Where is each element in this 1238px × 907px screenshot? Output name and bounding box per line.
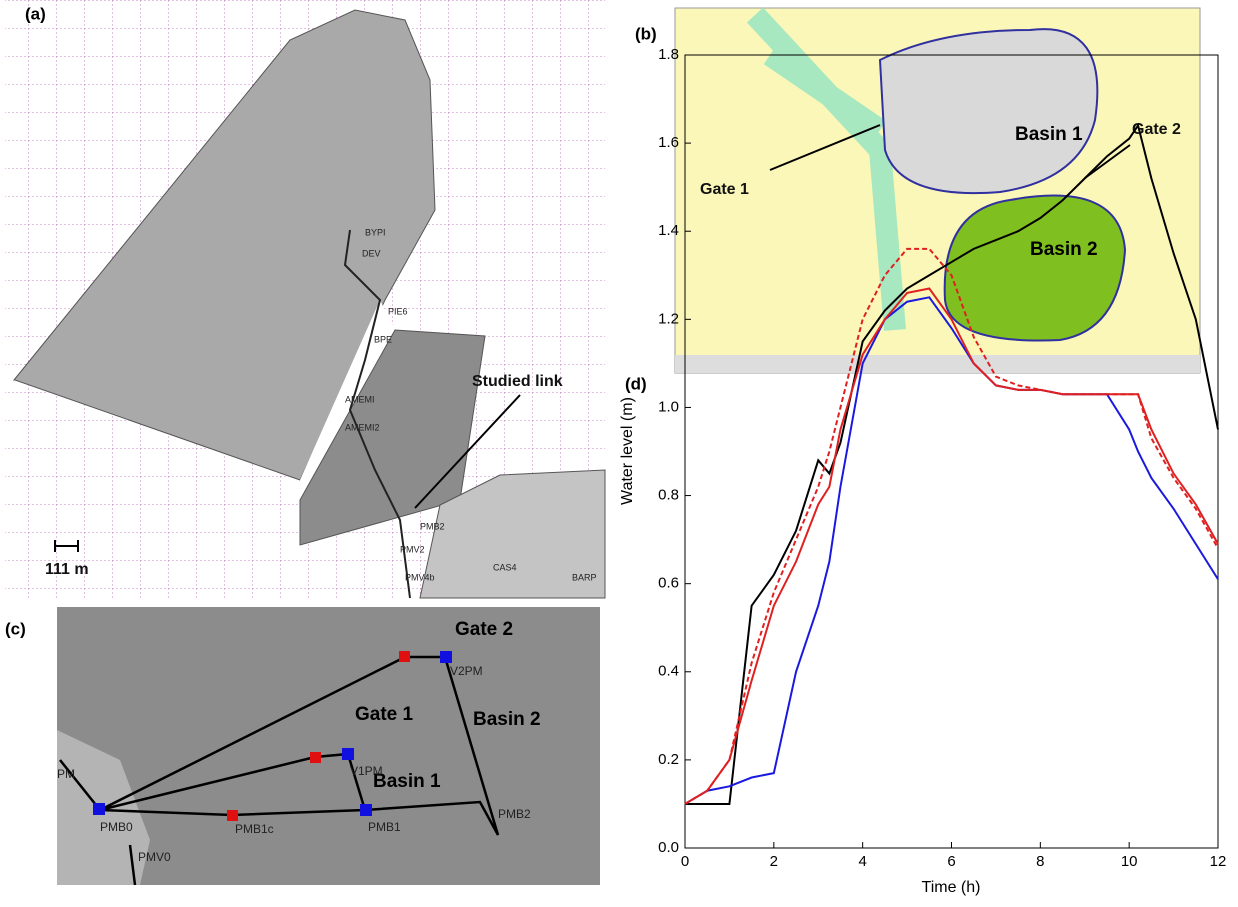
link	[128, 844, 137, 886]
node: PM	[57, 767, 75, 781]
panel-label: (a)	[25, 4, 46, 23]
node: PMV0	[138, 850, 171, 864]
gate-label: Gate 2	[1132, 121, 1181, 138]
place: AMEMI	[345, 394, 375, 404]
x-axis-title: Time (h)	[922, 879, 981, 896]
node: PMB1c	[235, 822, 274, 836]
y-tick-label: 0.8	[658, 487, 679, 504]
zone	[12, 9, 436, 481]
x-tick-label: 6	[947, 853, 955, 870]
place: PMV4b	[405, 572, 435, 582]
node: V2PM	[450, 664, 483, 678]
panel-label: (d)	[625, 374, 647, 393]
place: CAS4	[493, 562, 517, 572]
x-tick-label: 8	[1036, 853, 1044, 870]
node: PMB2	[498, 807, 531, 821]
y-axis-title: Water level (m)	[619, 397, 636, 505]
panel-b: Basin 1 Basin 2 Gate 1 Gate 2 (b)	[635, 7, 1201, 374]
zone	[419, 469, 606, 599]
basin-1	[878, 28, 1099, 195]
x-tick-label: 2	[770, 853, 778, 870]
gate-label: Gate 1	[700, 181, 749, 198]
basin-label: Basin 2	[473, 709, 541, 730]
basin-label: Basin 2	[1030, 239, 1098, 260]
panel-d: (d) Time (h) Water level (m) 0 2 4 6 8 10 12 0.…	[619, 46, 1226, 896]
y-tick-label: 0.6	[658, 575, 679, 592]
callout-line	[414, 394, 521, 509]
channel	[343, 229, 411, 599]
x-tick-label: 0	[681, 853, 689, 870]
place: PMB2	[420, 521, 445, 531]
place: PIE6	[388, 306, 408, 316]
basin-2	[943, 194, 1127, 342]
y-tick-label: 1.0	[658, 398, 679, 415]
series-line	[684, 287, 1219, 805]
panel-c: Gate 2 Gate 1 Basin 2 Basin 1 V2PM V1PM …	[5, 607, 600, 886]
panel-label: (c)	[5, 619, 26, 638]
scale-label: 111 m	[45, 561, 89, 578]
place: BPE	[374, 334, 392, 344]
place: AMEMI2	[345, 422, 380, 432]
gates	[93, 651, 452, 821]
canal	[746, 7, 906, 331]
scale-bar	[54, 540, 79, 552]
x-tick-label: 12	[1210, 853, 1227, 870]
place: PMV2	[400, 544, 425, 554]
node: V1PM	[350, 764, 383, 778]
series-line	[685, 123, 1219, 805]
y-tick-label: 1.8	[658, 46, 679, 63]
series-line	[684, 247, 1219, 805]
place: DEV	[362, 248, 381, 258]
x-tick-label: 4	[858, 853, 866, 870]
callout: Studied link	[472, 373, 563, 390]
y-tick-label: 0.2	[658, 751, 679, 768]
y-tick-label: 0.0	[658, 839, 679, 856]
series-line	[684, 296, 1219, 805]
y-tick-label: 1.4	[658, 222, 679, 239]
y-tick-label: 1.6	[658, 134, 679, 151]
panel-label: (b)	[635, 24, 657, 43]
node: PMB1	[368, 820, 401, 834]
place: BYPI	[365, 227, 386, 237]
y-tick-label: 1.2	[658, 310, 679, 327]
node: PMB0	[100, 820, 133, 834]
panel-a: Studied link (a) 111 m BYPI DEV PIE6 BPE…	[5, 0, 606, 599]
zone	[299, 329, 486, 546]
y-tick-label: 0.4	[658, 663, 679, 680]
basin-label: Basin 1	[1015, 124, 1083, 145]
place: BARP	[572, 572, 597, 582]
status-bar	[675, 355, 1200, 373]
x-tick-label: 10	[1121, 853, 1138, 870]
arrow	[769, 124, 1131, 179]
basin-label: Basin 1	[373, 771, 441, 792]
gate-label: Gate 1	[355, 704, 414, 725]
gate-label: Gate 2	[455, 619, 513, 640]
